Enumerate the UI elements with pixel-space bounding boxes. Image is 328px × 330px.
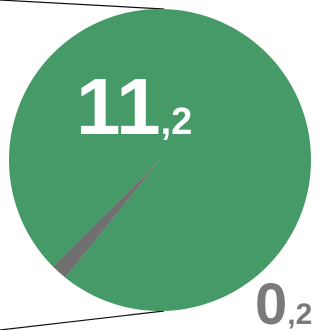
- connector-line-top: [0, 0, 165, 10]
- connector-line-bottom: [0, 310, 165, 330]
- slice-label-main: 11,2: [76, 62, 192, 151]
- pie-slice-small: [52, 160, 160, 278]
- pie-slice-main: [8, 8, 311, 311]
- slice-label-small: 0,2: [255, 272, 312, 330]
